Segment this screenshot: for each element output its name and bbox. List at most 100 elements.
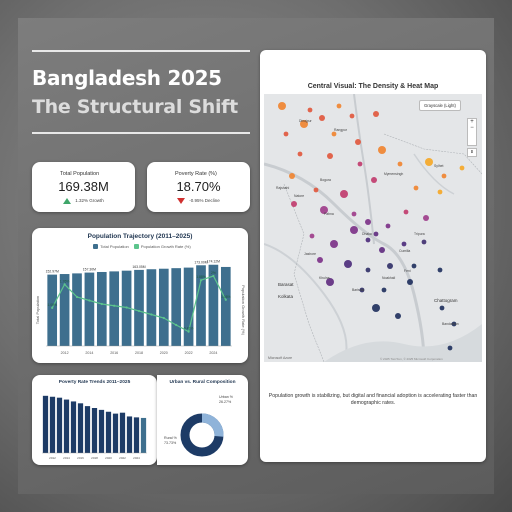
density-marker[interactable] xyxy=(349,113,355,119)
density-marker[interactable] xyxy=(283,131,289,137)
population-bar[interactable] xyxy=(208,264,219,346)
population-bar[interactable] xyxy=(196,265,206,346)
population-bar[interactable] xyxy=(47,274,58,346)
poverty-bar[interactable] xyxy=(98,409,105,453)
density-marker[interactable] xyxy=(451,321,457,327)
density-marker[interactable] xyxy=(407,279,413,285)
density-marker[interactable] xyxy=(379,247,385,253)
density-marker[interactable] xyxy=(365,219,371,225)
growth-rate-point[interactable] xyxy=(137,309,141,313)
growth-rate-point[interactable] xyxy=(63,283,66,286)
density-marker[interactable] xyxy=(313,187,319,193)
trajectory-card[interactable]: Population Trajectory (2011–2025) Total … xyxy=(32,228,248,363)
density-marker[interactable] xyxy=(355,139,361,145)
density-marker[interactable] xyxy=(397,161,403,167)
density-heat-map[interactable]: Grayscale (Light) + − ⬍ Dinajpur Rangpur… xyxy=(264,94,482,362)
density-marker[interactable] xyxy=(387,263,393,269)
growth-rate-point[interactable] xyxy=(212,274,215,278)
poverty-bar[interactable] xyxy=(56,397,63,453)
zoom-in-icon[interactable]: + xyxy=(470,119,474,125)
compass-icon[interactable]: ⬍ xyxy=(467,148,477,157)
density-marker[interactable] xyxy=(378,146,386,154)
poverty-bar[interactable] xyxy=(84,406,91,453)
density-marker[interactable] xyxy=(300,120,308,128)
growth-rate-point[interactable] xyxy=(162,316,165,320)
growth-rate-point[interactable] xyxy=(51,306,54,309)
kpi-population-card[interactable]: Total Population 169.38M 1.32% Growth xyxy=(32,162,135,212)
density-marker[interactable] xyxy=(357,161,363,167)
poverty-bar[interactable] xyxy=(119,412,126,453)
density-marker[interactable] xyxy=(459,165,465,171)
growth-rate-point[interactable] xyxy=(88,299,91,302)
population-bar[interactable] xyxy=(96,271,107,346)
density-marker[interactable] xyxy=(437,267,443,273)
density-marker[interactable] xyxy=(441,173,447,179)
growth-rate-point[interactable] xyxy=(100,302,103,306)
growth-rate-point[interactable] xyxy=(113,304,116,307)
density-marker[interactable] xyxy=(413,185,419,191)
density-marker[interactable] xyxy=(309,233,315,239)
poverty-bar[interactable] xyxy=(105,411,112,453)
density-marker[interactable] xyxy=(326,278,334,286)
population-bar[interactable] xyxy=(158,268,169,346)
population-bar[interactable] xyxy=(146,269,157,346)
density-marker[interactable] xyxy=(331,131,337,137)
density-marker[interactable] xyxy=(320,206,328,214)
growth-rate-point[interactable] xyxy=(75,295,79,299)
density-marker[interactable] xyxy=(350,226,358,234)
density-marker[interactable] xyxy=(385,223,391,229)
density-marker[interactable] xyxy=(359,287,365,293)
population-bar[interactable] xyxy=(59,274,70,346)
density-marker[interactable] xyxy=(291,201,297,207)
density-marker[interactable] xyxy=(319,115,325,121)
population-bar[interactable] xyxy=(134,269,144,346)
poverty-bar[interactable] xyxy=(70,401,77,453)
density-marker[interactable] xyxy=(344,260,352,268)
density-marker[interactable] xyxy=(351,211,357,217)
poverty-bar[interactable] xyxy=(126,416,133,453)
density-marker[interactable] xyxy=(372,304,380,312)
density-marker[interactable] xyxy=(447,345,453,351)
density-marker[interactable] xyxy=(289,173,295,179)
growth-rate-point[interactable] xyxy=(175,323,178,327)
density-marker[interactable] xyxy=(373,111,379,117)
map-style-button[interactable]: Grayscale (Light) xyxy=(419,100,461,111)
population-bar[interactable] xyxy=(171,268,182,346)
density-marker[interactable] xyxy=(401,241,407,247)
zoom-out-icon[interactable]: − xyxy=(470,125,474,131)
poverty-bar[interactable] xyxy=(77,403,84,453)
density-marker[interactable] xyxy=(437,189,443,195)
density-marker[interactable] xyxy=(381,287,387,293)
poverty-trend-card[interactable]: Poverty Rate Trends 2011–2025 2012 2014 20… xyxy=(32,375,157,465)
density-marker[interactable] xyxy=(327,153,333,159)
density-marker[interactable] xyxy=(425,158,433,166)
density-marker[interactable] xyxy=(373,231,379,237)
density-marker[interactable] xyxy=(307,107,313,113)
density-marker[interactable] xyxy=(340,190,348,198)
density-marker[interactable] xyxy=(336,103,342,109)
poverty-bar[interactable] xyxy=(133,417,140,453)
growth-rate-point[interactable] xyxy=(224,298,227,301)
density-marker[interactable] xyxy=(278,102,286,110)
density-marker[interactable] xyxy=(395,313,401,319)
poverty-bar[interactable] xyxy=(63,399,70,453)
density-marker[interactable] xyxy=(421,239,427,245)
density-marker[interactable] xyxy=(297,151,303,157)
density-marker[interactable] xyxy=(317,257,323,263)
poverty-bar[interactable] xyxy=(140,417,147,453)
density-marker[interactable] xyxy=(365,267,371,273)
density-marker[interactable] xyxy=(411,263,417,269)
population-bar[interactable] xyxy=(72,273,82,346)
population-bar[interactable] xyxy=(183,267,194,346)
poverty-bar[interactable] xyxy=(49,396,56,453)
density-marker[interactable] xyxy=(423,215,429,221)
kpi-poverty-card[interactable]: Poverty Rate (%) 18.70% -0.95% Decline xyxy=(147,162,250,212)
poverty-bar[interactable] xyxy=(91,408,98,453)
density-marker[interactable] xyxy=(371,177,377,183)
urban-rural-card[interactable]: Urban vs. Rural Composition Urban % 26.2… xyxy=(157,375,248,465)
density-marker[interactable] xyxy=(439,305,445,311)
population-bar[interactable] xyxy=(109,271,120,346)
density-marker[interactable] xyxy=(403,209,409,215)
growth-rate-point[interactable] xyxy=(187,330,190,333)
density-marker[interactable] xyxy=(365,237,371,243)
